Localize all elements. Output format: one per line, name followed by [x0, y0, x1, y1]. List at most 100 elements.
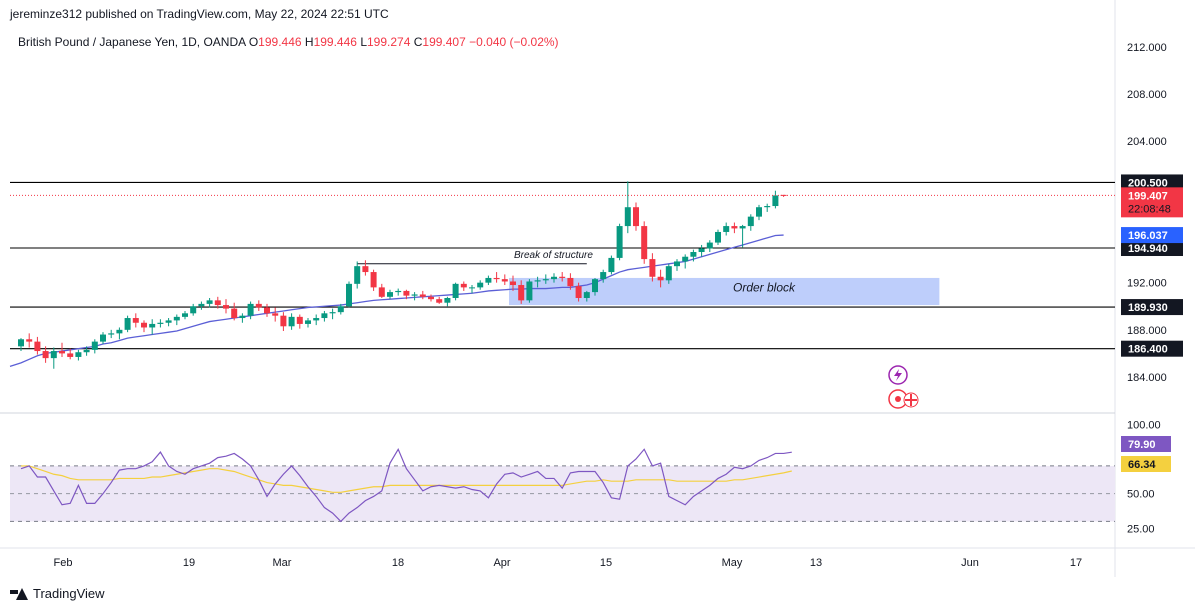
price-tick-label: 204.000 — [1127, 136, 1167, 148]
candle-body — [59, 351, 65, 354]
candle-body — [583, 292, 590, 298]
candle-body — [198, 303, 205, 307]
open-value: 199.446 — [258, 35, 302, 49]
candle-body — [510, 281, 516, 286]
order-block-label: Order block — [733, 280, 796, 294]
candle-body — [567, 277, 574, 287]
price-tick-label: 188.000 — [1127, 325, 1167, 337]
time-tick-label: 19 — [183, 557, 195, 569]
candle-body — [18, 339, 24, 347]
candle-body — [157, 322, 164, 324]
candle-body — [616, 226, 623, 258]
candle-body — [223, 305, 229, 309]
candle-body — [255, 303, 262, 308]
candle-body — [387, 292, 393, 297]
candle-body — [772, 195, 779, 207]
candle-body — [321, 313, 328, 319]
candle-body — [715, 231, 721, 243]
candle-body — [173, 316, 180, 321]
candle-body — [288, 316, 295, 327]
candle-body — [690, 252, 697, 257]
close-label: C — [413, 35, 423, 49]
record-icon — [895, 396, 901, 402]
candle-body — [764, 206, 771, 208]
candle-body — [657, 276, 664, 281]
change-value: −0.040 (−0.02%) — [469, 35, 559, 49]
candle-body — [452, 283, 459, 298]
candle-body — [214, 300, 221, 306]
candle-body — [436, 299, 443, 303]
last-price-label: 199.407 — [1128, 190, 1168, 202]
time-tick-label: Jun — [961, 557, 979, 569]
level-tag-label: 189.930 — [1128, 302, 1168, 314]
candle-body — [34, 341, 41, 352]
time-tick-label: May — [722, 557, 743, 569]
low-label: L — [360, 35, 367, 49]
candle-body — [493, 277, 500, 280]
high-label: H — [304, 35, 314, 49]
candle-body — [50, 351, 57, 359]
candle-body — [460, 283, 467, 288]
candle-body — [518, 285, 525, 301]
rsi-value-tag — [1121, 436, 1171, 452]
level-tag — [1121, 240, 1183, 257]
candle-body — [739, 226, 746, 229]
candle-body — [91, 341, 98, 350]
candle-body — [337, 306, 344, 313]
candle-body — [485, 277, 492, 283]
rsi-value-tag — [1121, 456, 1171, 472]
candle-body — [206, 300, 213, 304]
candle-body — [534, 280, 541, 282]
candle-body — [239, 315, 246, 319]
ma-value-tag — [1121, 227, 1183, 244]
candle-body — [346, 283, 352, 307]
candle-body — [444, 297, 451, 303]
low-value: 199.274 — [367, 35, 411, 49]
candle-body — [551, 276, 557, 280]
candle-body — [190, 306, 197, 314]
candle-body — [67, 353, 74, 357]
candle-body — [313, 318, 320, 321]
close-value: 199.407 — [422, 35, 466, 49]
level-tag-label: 186.400 — [1128, 344, 1168, 356]
candle-body — [592, 279, 598, 293]
rsi-value-label: 79.90 — [1128, 439, 1156, 451]
time-tick-label: 18 — [392, 557, 404, 569]
candle-body — [354, 266, 361, 284]
level-tag — [1121, 174, 1183, 191]
rsi-tick-label: 25.00 — [1127, 523, 1155, 535]
candle-body — [559, 276, 566, 278]
uk-flag-icon — [905, 394, 917, 406]
footer-brand: TradingView — [10, 586, 105, 601]
candle-body — [706, 242, 713, 249]
high-value: 199.446 — [313, 35, 357, 49]
price-tick-label: 184.000 — [1127, 372, 1167, 384]
publish-info: jereminze312 published on TradingView.co… — [10, 7, 389, 21]
level-tag-label: 200.500 — [1128, 177, 1168, 189]
tradingview-logo-icon — [10, 587, 28, 600]
candle-body — [247, 303, 254, 316]
candle-body — [149, 323, 156, 328]
candle-body — [165, 320, 172, 323]
rsi-ma-line — [21, 465, 792, 493]
candle-body — [501, 279, 508, 282]
candle-body — [370, 272, 377, 288]
time-tick-label: 13 — [810, 557, 822, 569]
time-tick-label: Apr — [493, 557, 510, 569]
symbol-name: British Pound / Japanese Yen, 1D, OANDA — [18, 35, 246, 49]
candle-body — [26, 339, 33, 342]
level-tag — [1121, 299, 1183, 316]
order-block-zone — [509, 277, 940, 306]
flash-icon — [894, 369, 902, 381]
candle-body — [542, 279, 549, 281]
level-tag — [1121, 340, 1183, 357]
price-tick-label: 192.000 — [1127, 278, 1167, 290]
candle-body — [272, 313, 279, 316]
candle-body — [428, 296, 434, 300]
time-tick-label: Mar — [273, 557, 292, 569]
candle-body — [682, 256, 689, 262]
candle-body — [600, 272, 607, 280]
candle-body — [469, 287, 475, 289]
countdown-label: 22:08:48 — [1128, 203, 1171, 215]
